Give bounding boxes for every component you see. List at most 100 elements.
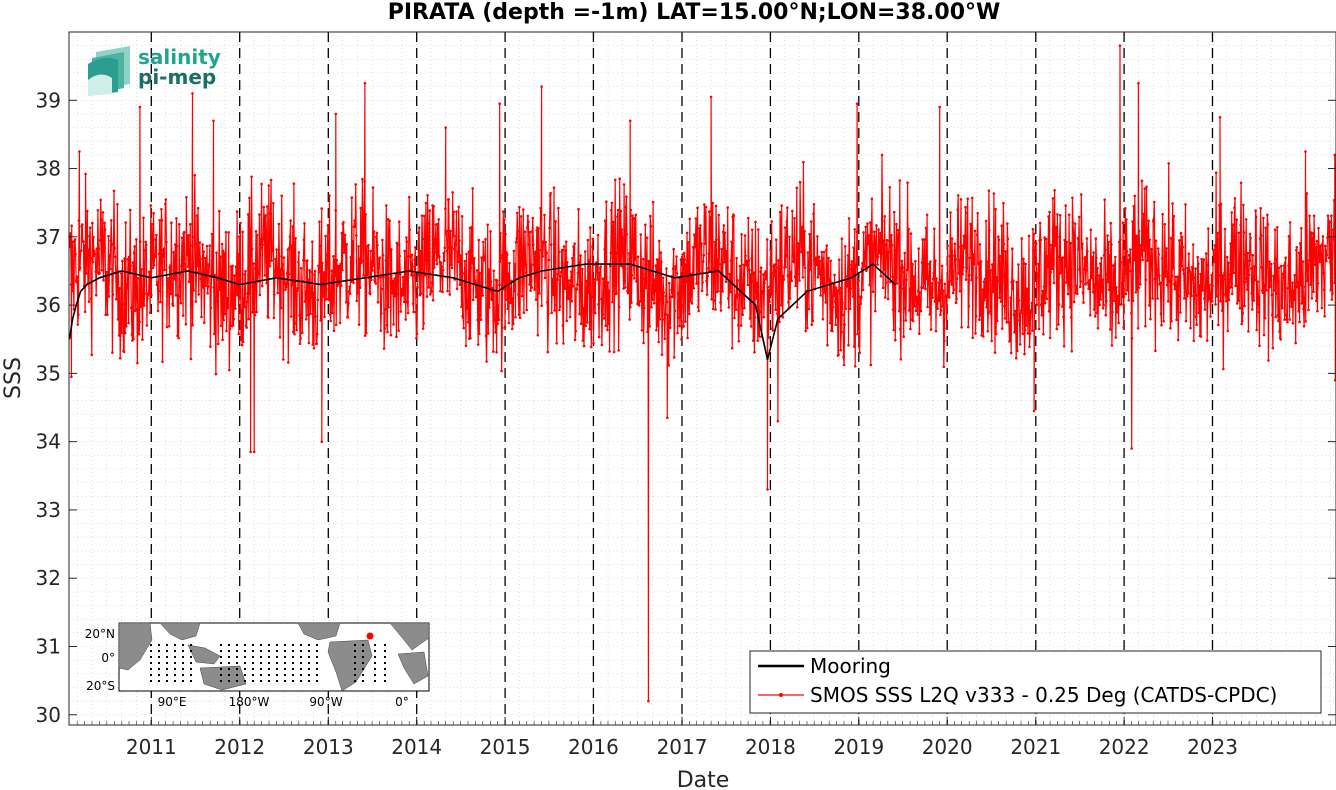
smos-point [806, 326, 809, 330]
smos-point [1234, 279, 1238, 283]
smos-point [454, 242, 457, 246]
smos-point [484, 237, 487, 241]
smos-point [530, 286, 533, 289]
smos-point [460, 215, 464, 218]
smos-point [83, 244, 86, 247]
smos-point [862, 231, 865, 234]
smos-point [189, 223, 192, 226]
smos-point [737, 339, 741, 343]
smos-point [208, 244, 212, 247]
smos-point [716, 289, 720, 293]
smos-point [882, 268, 886, 271]
smos-point [672, 247, 675, 251]
smos-point [1248, 259, 1251, 263]
smos-point [1140, 254, 1143, 257]
inset-mooring-dot [228, 662, 230, 664]
smos-point [1269, 262, 1273, 266]
smos-point [784, 254, 788, 258]
smos-point [701, 260, 705, 264]
smos-point [618, 177, 621, 180]
smos-point [77, 219, 81, 222]
smos-point [1028, 345, 1031, 349]
smos-point [608, 264, 612, 268]
smos-point [374, 282, 378, 285]
smos-point [623, 279, 626, 282]
smos-point [894, 248, 898, 252]
smos-point [249, 227, 253, 230]
smos-point [190, 244, 194, 247]
x-tick-label: 2022 [1099, 735, 1150, 759]
smos-point [1240, 322, 1243, 326]
smos-point [271, 249, 275, 252]
smos-point [274, 257, 277, 261]
smos-point [1196, 255, 1199, 259]
smos-point [796, 306, 799, 309]
inset-mooring-dot [260, 668, 262, 670]
smos-point [170, 276, 174, 279]
smos-point [842, 363, 846, 367]
smos-point [736, 279, 739, 282]
smos-point [163, 268, 166, 272]
smos-point [309, 312, 312, 316]
smos-point [995, 319, 999, 323]
smos-point [399, 310, 403, 313]
smos-point [155, 233, 158, 237]
smos-point [140, 268, 143, 271]
smos-point [479, 313, 482, 316]
smos-point [1305, 241, 1308, 245]
smos-point [1215, 295, 1218, 298]
smos-point [228, 327, 232, 331]
smos-point [1091, 290, 1095, 294]
smos-point [410, 274, 413, 277]
inset-lat-label-0: 0° [101, 651, 115, 665]
smos-point [1106, 280, 1110, 284]
smos-point [689, 293, 693, 296]
smos-point [930, 282, 934, 285]
inset-selected-mooring [366, 632, 374, 640]
smos-point [1247, 273, 1251, 277]
smos-point [1096, 266, 1099, 270]
smos-point [1095, 311, 1099, 315]
inset-mooring-dot [166, 674, 168, 676]
smos-point [252, 450, 256, 454]
smos-point [761, 292, 765, 296]
smos-point [666, 416, 669, 420]
smos-point [517, 293, 520, 296]
smos-point [866, 222, 869, 225]
smos-point [371, 269, 374, 272]
smos-point [156, 280, 159, 284]
smos-point [235, 210, 239, 213]
smos-point [803, 266, 807, 270]
smos-point [545, 251, 548, 255]
smos-point [1167, 162, 1170, 165]
smos-point [938, 105, 941, 109]
inset-mooring-dot [190, 674, 192, 676]
smos-point [320, 440, 324, 444]
smos-point [950, 283, 953, 286]
x-tick-label: 2012 [214, 735, 265, 759]
smos-point [397, 220, 401, 223]
smos-point [83, 310, 87, 314]
inset-mooring-dot [354, 650, 356, 652]
smos-point [832, 294, 836, 298]
smos-point [274, 274, 278, 278]
smos-point [1197, 311, 1201, 315]
smos-point [522, 311, 526, 315]
smos-point [534, 250, 537, 253]
smos-point [188, 279, 192, 283]
smos-point [767, 336, 770, 339]
smos-point [958, 289, 962, 293]
smos-point [485, 360, 488, 363]
smos-point [102, 249, 106, 253]
smos-point [627, 252, 631, 255]
smos-point [754, 220, 757, 224]
smos-point [275, 269, 279, 273]
smos-point [1296, 285, 1299, 289]
smos-point [869, 221, 872, 224]
smos-point [583, 307, 586, 311]
smos-point [695, 232, 699, 235]
smos-point [998, 296, 1001, 300]
smos-point [248, 196, 251, 200]
smos-point [592, 342, 595, 345]
